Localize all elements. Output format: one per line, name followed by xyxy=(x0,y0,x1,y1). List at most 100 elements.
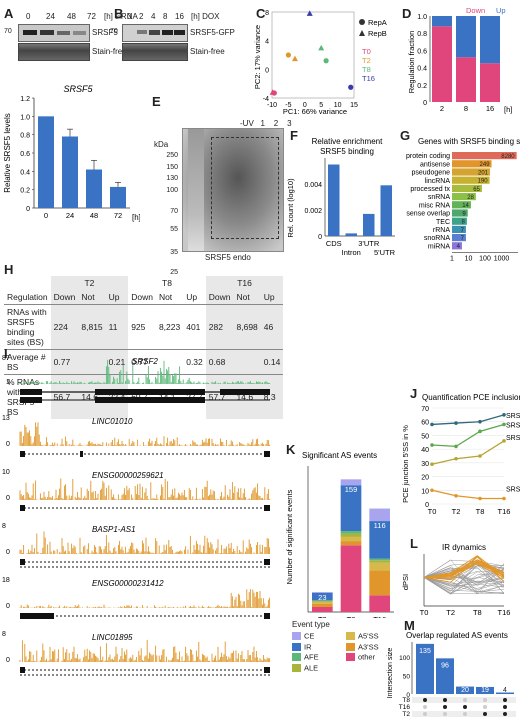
track-gene-name: SRSF2 xyxy=(132,357,158,366)
l-event-line xyxy=(423,561,505,595)
d-bar-down xyxy=(432,26,452,102)
l-event-line xyxy=(423,564,505,593)
m-bar xyxy=(496,692,514,694)
m-row-label: T16 xyxy=(399,704,411,711)
l-line-chart: IR dynamics dPSI T0 T2 T8 T16 xyxy=(401,543,510,617)
track-min-label: 0 xyxy=(6,441,10,448)
table-row: Average # BS 0.77 0.21 0.77 0.32 0.68 0.14 xyxy=(4,349,284,375)
c-legend: RepA RepB T0 T2 T8 T16 xyxy=(359,18,387,83)
g-bar xyxy=(452,168,491,176)
gene-exon xyxy=(20,667,25,673)
g-bar-label: 7 xyxy=(461,228,465,234)
k-bar-total: 159 xyxy=(345,485,358,494)
f-xtick-label: CDS xyxy=(326,239,342,248)
k-bar-segment xyxy=(340,536,362,542)
j-xtick-label: T0 xyxy=(428,507,437,516)
a-row-srsf5: SRSF5 xyxy=(92,28,118,37)
track-max-label: 18 xyxy=(2,577,10,584)
panel-label-i: I xyxy=(4,346,8,361)
m-dot xyxy=(463,705,467,709)
c-xlabel: PC1: 66% variance xyxy=(283,107,347,116)
g-category-label: TEC xyxy=(436,219,450,226)
f-ytick-label: 0 xyxy=(318,234,322,241)
m-bar-label: 20 xyxy=(461,687,469,694)
d-ytick-label: 0.4 xyxy=(417,66,427,73)
d-ytick-label: 0.8 xyxy=(417,31,427,38)
svg-text:RepA: RepA xyxy=(368,18,387,27)
c-xtick-label: 0 xyxy=(303,102,307,109)
track-gene-name: ENSG00000259621 xyxy=(92,471,164,480)
panel-label-d: D xyxy=(402,6,412,21)
j-point xyxy=(502,422,506,427)
c-point xyxy=(318,44,325,51)
j-ytick-label: 10 xyxy=(421,488,429,495)
m-bar xyxy=(476,686,494,694)
m-ytick-label: 100 xyxy=(399,655,410,662)
panel-label-a: A xyxy=(4,6,14,21)
panel-label-e: E xyxy=(152,94,161,109)
track-min-label: 0 xyxy=(6,549,10,556)
m-dot xyxy=(503,712,507,716)
m-title: Overlap regulated AS events xyxy=(406,631,508,640)
k-bar-segment xyxy=(340,485,362,532)
g-bar-label: 190 xyxy=(478,179,489,185)
l-ylabel: dPSI xyxy=(401,574,410,590)
g-bar-label: 201 xyxy=(478,170,489,176)
c-point xyxy=(285,52,291,58)
k-bar-segment xyxy=(312,603,333,607)
track-signal xyxy=(19,478,271,500)
i-genome-tracks: 87 1 SRSF2 13 0 LINC01010 10 0 ENSG00000259621 8 0… xyxy=(2,355,271,676)
d-bar-up xyxy=(480,16,500,64)
l-sig-line xyxy=(423,559,505,579)
k-bar-segment xyxy=(312,601,333,602)
d-bar-down xyxy=(480,63,500,102)
a-xtick-label: 48 xyxy=(90,211,98,220)
f-bar xyxy=(328,164,340,236)
b-row-gfp: SRSF5-GFP xyxy=(190,28,235,37)
f-bar xyxy=(380,185,392,236)
j-series-label: SRSF3 xyxy=(506,413,520,420)
f-title2: SRSF5 binding xyxy=(320,147,374,156)
g-bar-label: 28 xyxy=(467,195,474,201)
g-category-label: snRNA xyxy=(428,194,451,201)
m-row-label: T8 xyxy=(402,697,410,704)
k-bar-segment xyxy=(312,592,333,601)
g-bar xyxy=(452,225,466,233)
g-bar xyxy=(452,160,492,168)
j-point xyxy=(478,454,482,458)
j-point xyxy=(478,419,482,424)
track-min-label: 0 xyxy=(6,657,10,664)
gene-exon xyxy=(264,505,270,511)
j-series-line xyxy=(431,414,505,426)
k-bar-segment xyxy=(312,591,333,593)
d-legend-up: Up xyxy=(496,6,506,15)
g-bar-label: 9 xyxy=(462,211,466,217)
legend-item: AFE xyxy=(292,652,346,662)
l-event-line xyxy=(423,577,505,588)
m-dot xyxy=(443,705,447,709)
m-dot xyxy=(423,712,427,716)
a-ytick-label: 0.6 xyxy=(20,151,30,158)
a-xtick-label: 24 xyxy=(66,211,74,220)
e-lanes: -UV 1 2 3 xyxy=(240,119,292,128)
k-bar-segment xyxy=(312,600,333,602)
svg-text:T8: T8 xyxy=(362,65,371,74)
gene-exon xyxy=(264,559,270,565)
gene-exon xyxy=(95,389,205,395)
a-blot-stain xyxy=(18,43,90,61)
g-bar-label: 8 xyxy=(462,220,466,226)
genome-track: 8 0 BASP1-AS1 xyxy=(2,523,271,568)
panel-label-g: G xyxy=(400,128,411,143)
l-event-line xyxy=(423,569,505,583)
m-dot xyxy=(463,712,467,716)
a-blot-srsf5 xyxy=(18,24,90,42)
k-xtick-label: T2 xyxy=(318,615,327,618)
b-blot-stain xyxy=(122,43,188,61)
j-ytick-label: 30 xyxy=(421,461,429,468)
legend-item: ALE xyxy=(292,663,346,672)
track-min-label: 0 xyxy=(6,495,10,502)
g-bar xyxy=(452,193,476,201)
j-ytick-label: 20 xyxy=(421,475,429,482)
g-bar xyxy=(452,209,468,217)
